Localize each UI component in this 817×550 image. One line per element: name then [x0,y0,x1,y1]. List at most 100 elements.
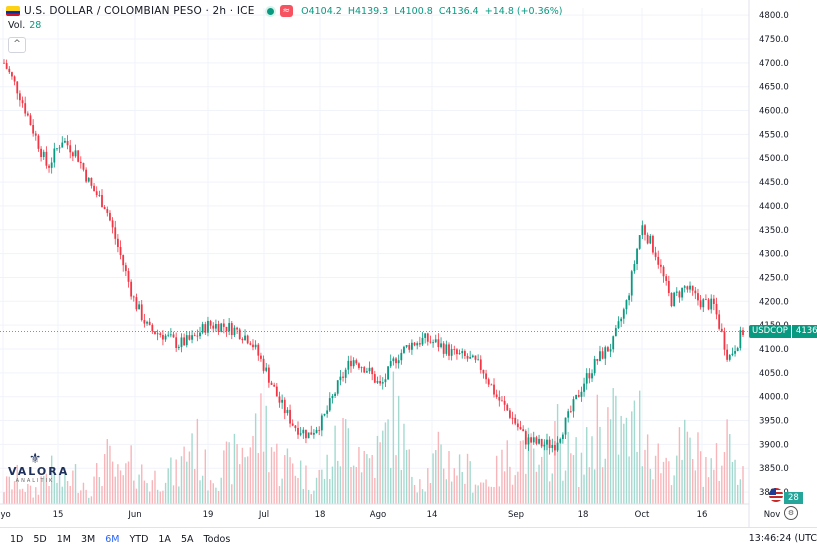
volume-bar [225,441,228,504]
price-axis-bg [749,0,817,527]
volume-bar [665,457,667,504]
wave-icon[interactable]: ≈ [279,5,294,17]
volume-bar [548,481,551,504]
price-axis[interactable]: 3800.03850.03900.03950.04000.04050.04100… [748,0,817,527]
candle-body [522,429,525,432]
ohlc-close: C4136.4 [438,5,479,17]
candle-body [37,135,40,149]
candle-body [461,351,464,354]
period-ytd[interactable]: YTD [129,533,149,545]
ohlc-low: L4100.8 [394,5,433,17]
candle-body [77,150,80,162]
settings-icon[interactable]: ⚙ [784,506,798,520]
volume-bar [11,489,13,504]
candle-body [169,334,172,336]
candle-body [175,337,178,348]
period-6m[interactable]: 6M [105,533,120,545]
volume-bar [710,458,712,504]
volume-bar [175,459,177,504]
time-tick-label: 16 [697,510,708,520]
volume-bar [74,464,77,504]
volume-bar [289,457,291,504]
volume-bar [45,473,48,504]
candle-body [278,396,281,403]
symbol-title[interactable]: U.S. DOLLAR / COLOMBIAN PESO · 2h · ICE [24,5,255,17]
time-axis[interactable]: ayo 15 Jun 19 Jul 18 Ago 14 Sep 18 Oct 16 Nov [0,503,780,520]
candle-body [323,413,326,416]
candle-body [193,335,196,337]
volume-bar [170,457,172,504]
period-1d[interactable]: 1D [10,533,24,545]
volume-bar [424,491,426,504]
candle-body [42,151,45,157]
volume-bar [697,432,699,504]
volume-bar [284,455,286,504]
candle-body [69,145,72,153]
volume-bar [379,442,381,504]
utc-clock[interactable]: 13:46:24 (UTC [748,533,817,544]
candle-body [612,336,615,350]
period-3m[interactable]: 3M [80,533,96,545]
candle-body [281,399,284,403]
volume-bar [429,482,432,504]
candle-body [318,429,321,431]
candle-body [686,286,689,290]
candle-body [702,299,705,308]
period-5a[interactable]: 5A [180,533,194,545]
volume-bar [368,458,371,504]
volume-bar [16,464,18,504]
volume-bar [493,487,495,504]
candle-body [297,427,299,435]
candle-body [501,400,503,402]
volume-bar [292,463,294,504]
period-1a[interactable]: 1A [158,533,171,545]
candle-body [403,346,405,353]
candle-body [699,300,702,308]
volume-bar [347,428,350,504]
time-tick-label: Sep [508,510,524,520]
volume-bar [466,453,469,504]
volume-bar [384,422,387,504]
candle-body [201,324,204,333]
candle-body [225,326,228,332]
volume-bar [273,451,275,504]
period-5d[interactable]: 5D [33,533,47,545]
period-1m[interactable]: 1M [56,533,71,545]
time-tick-label: 18 [578,510,589,520]
volume-legend[interactable]: Vol. 28 [8,20,41,31]
chart-header: U.S. DOLLAR / COLOMBIAN PESO · 2h · ICE … [6,3,565,19]
volume-bar [310,494,312,504]
volume-bar [270,447,273,504]
price-tick-label: 4750.0 [759,35,789,45]
volume-bar [601,467,604,504]
candle-body [649,235,652,244]
candle-body [511,417,514,419]
volume-bar [546,439,548,504]
candle-body [26,113,29,116]
candle-body [440,343,442,348]
candle-body [217,323,220,332]
candle-body [469,357,472,359]
volume-bar [657,443,659,504]
volume-bar [681,459,683,504]
volume-bar [644,449,646,504]
candle-body [101,195,103,208]
volume-bar [106,439,109,504]
candle-body [140,304,143,320]
period-all[interactable]: Todos [203,533,231,545]
candle-body [551,444,554,448]
volume-bar [488,486,490,504]
collapse-button[interactable]: ^ [8,37,26,53]
candle-body [646,234,649,244]
candle-body [371,367,374,375]
price-tick-label: 4000.0 [759,393,789,403]
volume-bar [382,430,384,504]
candle-body [697,293,699,301]
volume-bar [103,454,106,504]
volume-bar [472,492,474,504]
candle-body [389,361,392,367]
volume-bar [350,467,352,504]
candle-body [453,349,456,350]
price-tick-label: 4100.0 [759,345,789,355]
